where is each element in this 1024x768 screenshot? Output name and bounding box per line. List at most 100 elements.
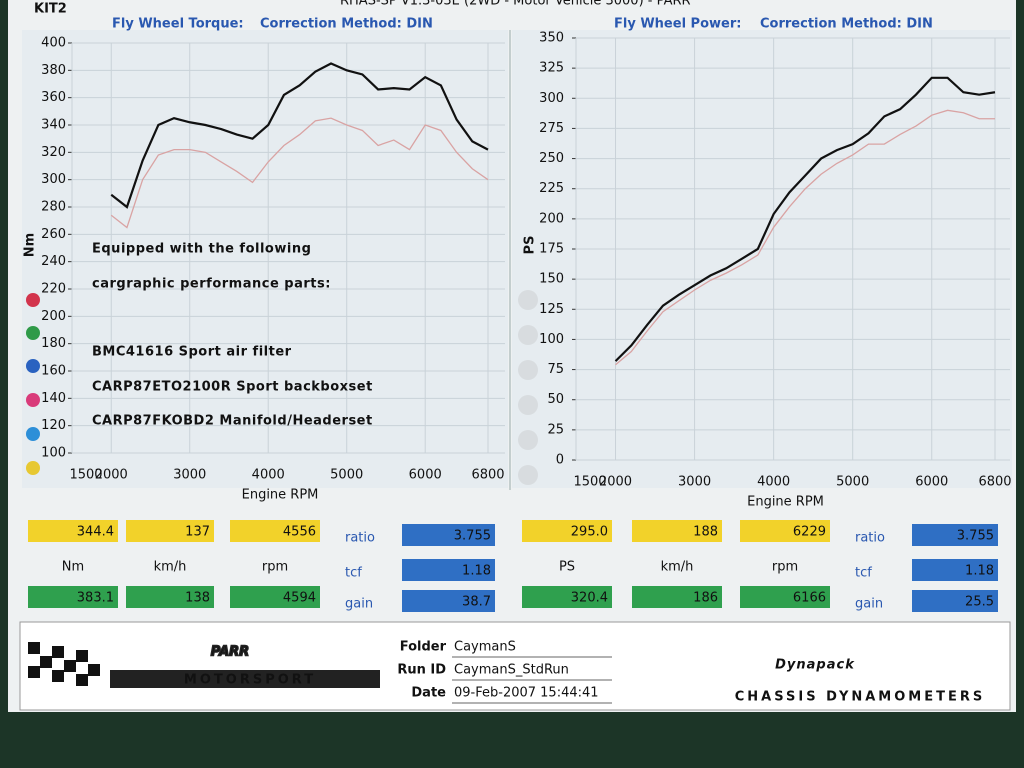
y-tick-label: 160 — [41, 364, 66, 379]
dot — [518, 465, 538, 485]
x-tick-label: 6800 — [978, 475, 1011, 490]
y-tick-label: 125 — [539, 302, 564, 317]
checker — [28, 666, 40, 678]
y-tick-label: 175 — [539, 242, 564, 257]
y-tick-label: 325 — [539, 61, 564, 76]
checker — [64, 660, 76, 672]
readout-value: 6166 — [793, 591, 826, 606]
readout-value: 344.4 — [77, 525, 114, 540]
dot — [26, 461, 40, 475]
readout-value: 4594 — [283, 591, 316, 606]
annotation: cargraphic performance parts: — [92, 277, 331, 292]
readout-box — [28, 586, 118, 608]
chart-title: Fly Wheel Power: — [614, 17, 741, 32]
field-value: CaymanS — [454, 640, 516, 655]
chart-title: Fly Wheel Torque: — [112, 17, 244, 32]
readout-box — [230, 520, 320, 542]
checker — [52, 670, 64, 682]
logo-right: Dynapack — [775, 658, 855, 673]
y-tick-label: 275 — [539, 121, 564, 136]
readout-value: 137 — [185, 525, 210, 540]
readout-value: 6229 — [793, 525, 826, 540]
dot — [518, 395, 538, 415]
y-tick-label: 400 — [41, 36, 66, 51]
x-tick-label: 5000 — [330, 468, 363, 483]
param-box — [912, 524, 998, 546]
y-axis-label: PS — [523, 236, 538, 255]
readout-box — [632, 520, 722, 542]
x-tick-label: 2000 — [95, 468, 128, 483]
param-box — [912, 590, 998, 612]
dot — [26, 359, 40, 373]
field-label: Folder — [400, 640, 447, 655]
field-value: CaymanS_StdRun — [454, 663, 569, 678]
y-tick-label: 200 — [41, 309, 66, 324]
y-tick-label: 140 — [41, 391, 66, 406]
series-line — [110, 62, 489, 209]
x-tick-label: 3000 — [173, 468, 206, 483]
readout-unit: rpm — [262, 560, 288, 575]
checker — [40, 656, 52, 668]
y-tick-label: 120 — [41, 418, 66, 433]
x-tick-label: 4000 — [757, 475, 790, 490]
x-tick-label: 5000 — [836, 475, 869, 490]
readout-box — [522, 586, 612, 608]
param-value: 3.755 — [454, 529, 491, 544]
readout-box — [632, 586, 722, 608]
x-tick-label: 6000 — [915, 475, 948, 490]
plot-bg — [512, 30, 1012, 488]
y-tick-label: 360 — [41, 90, 66, 105]
readout-unit: rpm — [772, 560, 798, 575]
annotation: CARP87FKOBD2 Manifold/Headerset — [92, 414, 373, 429]
y-tick-label: 25 — [547, 422, 564, 437]
param-value: 1.18 — [462, 564, 491, 579]
x-tick-label: 3000 — [678, 475, 711, 490]
x-tick-label: 6800 — [471, 468, 504, 483]
param-value: 25.5 — [965, 595, 994, 610]
readout-value: 295.0 — [571, 525, 608, 540]
param-value: 3.755 — [957, 529, 994, 544]
annotation: Equipped with the following — [92, 242, 311, 257]
y-tick-label: 100 — [41, 446, 66, 461]
readout-value: 188 — [693, 525, 718, 540]
chart-subtitle: Correction Method: DIN — [260, 17, 433, 32]
readout-box — [28, 520, 118, 542]
readout-unit: km/h — [154, 560, 187, 575]
y-tick-label: 260 — [41, 227, 66, 242]
y-tick-label: 150 — [539, 272, 564, 287]
dot — [26, 427, 40, 441]
y-tick-label: 100 — [539, 332, 564, 347]
series-line — [110, 117, 489, 229]
readout-value: 320.4 — [571, 591, 608, 606]
y-tick-label: 340 — [41, 118, 66, 133]
y-tick-label: 180 — [41, 336, 66, 351]
readout-box — [230, 586, 320, 608]
x-tick-label: 6000 — [409, 468, 442, 483]
readout-value: 4556 — [283, 525, 316, 540]
field-label: Run ID — [397, 663, 446, 678]
readout-unit: Nm — [62, 560, 84, 575]
y-tick-label: 220 — [41, 282, 66, 297]
y-tick-label: 50 — [547, 392, 564, 407]
readout-box — [522, 520, 612, 542]
readout-box — [740, 520, 830, 542]
dot — [518, 430, 538, 450]
dot — [518, 360, 538, 380]
param-label: tcf — [855, 566, 872, 581]
dot — [26, 293, 40, 307]
readout-unit: km/h — [661, 560, 694, 575]
y-tick-label: 380 — [41, 63, 66, 78]
readout-value: 138 — [185, 591, 210, 606]
y-tick-label: 350 — [539, 31, 564, 46]
legend-dots — [26, 290, 538, 485]
y-tick-label: 240 — [41, 254, 66, 269]
x-tick-label: 1500 — [573, 475, 606, 490]
field-label: Date — [411, 686, 446, 701]
readout-box — [126, 586, 214, 608]
param-label: gain — [345, 597, 373, 612]
param-box — [402, 524, 495, 546]
x-axis-label: Engine RPM — [747, 495, 824, 510]
readout-unit: PS — [559, 560, 575, 575]
readout-value: 186 — [693, 591, 718, 606]
param-label: ratio — [345, 531, 375, 546]
